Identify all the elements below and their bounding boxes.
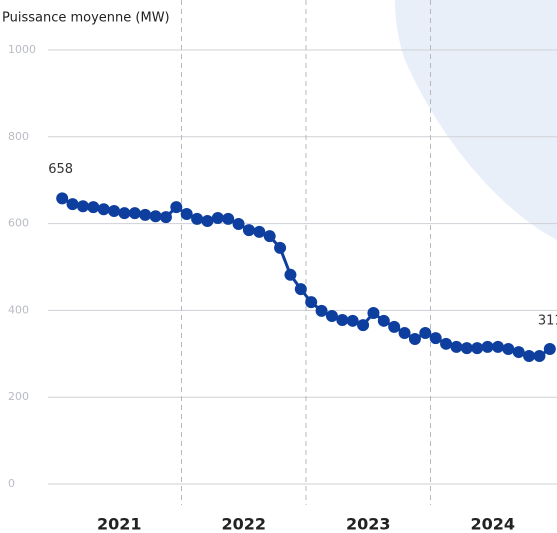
marker (481, 340, 494, 353)
marker (305, 296, 318, 309)
marker (284, 268, 297, 281)
marker (201, 214, 214, 227)
marker (471, 342, 484, 355)
marker (180, 208, 193, 221)
y-tick-label: 400 (8, 303, 29, 316)
marker (491, 340, 504, 353)
marker (159, 211, 172, 224)
marker (388, 320, 401, 333)
y-tick-label: 800 (8, 130, 29, 143)
value-label: 311 (538, 314, 557, 329)
marker (543, 343, 556, 356)
marker (211, 211, 224, 224)
marker (357, 319, 370, 332)
marker (419, 326, 432, 339)
marker (87, 201, 100, 214)
marker (502, 343, 515, 356)
line (61, 197, 551, 358)
value-label: 658 (48, 162, 73, 177)
marker (533, 349, 546, 362)
y-tick-label: 0 (8, 477, 15, 490)
background-shape (395, 0, 557, 240)
marker (450, 340, 463, 353)
marker (440, 337, 453, 350)
marker (523, 349, 536, 362)
marker (460, 342, 473, 355)
marker (294, 283, 307, 296)
y-tick-label: 600 (8, 217, 29, 230)
marker (118, 207, 131, 220)
marker (191, 212, 204, 225)
marker (128, 207, 141, 220)
marker (66, 198, 79, 211)
marker (398, 326, 411, 339)
marker (336, 313, 349, 326)
marker (377, 314, 390, 327)
marker (346, 314, 359, 327)
marker (325, 310, 338, 323)
marker (315, 304, 328, 317)
marker (232, 218, 245, 231)
marker (222, 212, 235, 225)
marker (242, 224, 255, 237)
y-tick-label: 200 (8, 390, 29, 403)
marker (429, 332, 442, 345)
chart-title: Puissance moyenne (MW) (2, 11, 170, 26)
marker (139, 208, 152, 221)
marker (149, 210, 162, 223)
marker (274, 241, 287, 254)
marker (97, 203, 110, 216)
y-tick-label: 1000 (8, 43, 36, 56)
marker (76, 200, 89, 213)
marker (253, 225, 266, 238)
x-tick-label: 2022 (221, 515, 266, 533)
marker (367, 307, 380, 320)
marker (408, 333, 421, 346)
marker (263, 230, 276, 243)
marker (170, 201, 183, 214)
marker (56, 192, 69, 205)
x-tick-label: 2021 (97, 515, 142, 533)
x-tick-label: 2024 (470, 515, 515, 533)
marker (108, 205, 121, 218)
x-tick-label: 2023 (346, 515, 391, 533)
marker (512, 346, 525, 359)
